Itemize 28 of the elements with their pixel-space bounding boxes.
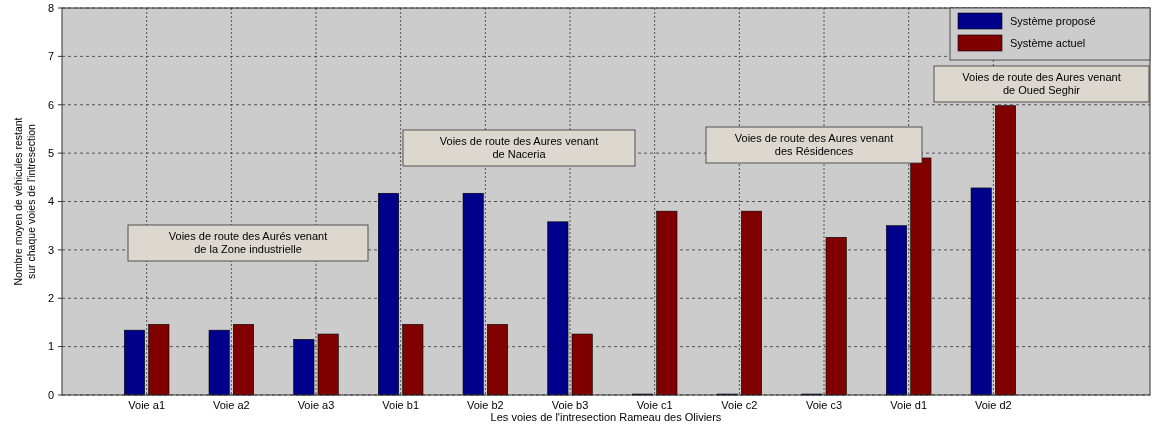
annotation: Voies de route des Aures venant de Oued Seghir [962,71,1121,96]
y-tick-label: 4 [47,195,54,208]
x-tick-label: Voie b1 [382,399,420,411]
x-tick-label: Voie a1 [128,399,166,411]
y-tick-label: 2 [47,292,54,305]
annotation: Voies de route des Aures venant de Naceria [439,135,599,160]
y-tick-label: 6 [47,98,54,111]
x-tick-label: Voie c1 [636,399,673,411]
y-tick-label: 5 [47,146,54,159]
y-tick-label: 1 [47,340,54,353]
legend-label: Système proposé [1010,14,1096,27]
y-axis-title: Nombre moyen de véhicules restant sur chaque voies de l'intresection [12,117,37,286]
x-tick-label: Voie c3 [805,399,843,411]
x-axis-title: Les voies de l'intresection Rameau des Oliviers [490,411,722,423]
annotation: Voies de route des Aurés venant de la Zone industrielle [168,230,328,255]
x-tick-label: Voie c2 [721,399,758,411]
y-tick-label: 7 [47,50,54,63]
x-tick-label: Voie b2 [466,399,504,411]
x-tick-label: Voie d1 [890,399,928,411]
y-tick-label: 8 [47,1,54,14]
x-tick-label: Voie b3 [551,399,589,411]
y-tick-label: 3 [47,243,54,256]
x-tick-label: Voie d2 [975,399,1012,411]
x-tick-label: Voie a2 [212,399,250,411]
x-tick-label: Voie a3 [297,399,335,411]
y-tick-label: 0 [47,388,54,401]
legend-label: Système actuel [1010,36,1086,49]
annotation: Voies de route des Aures venant des Résidences [734,132,894,157]
